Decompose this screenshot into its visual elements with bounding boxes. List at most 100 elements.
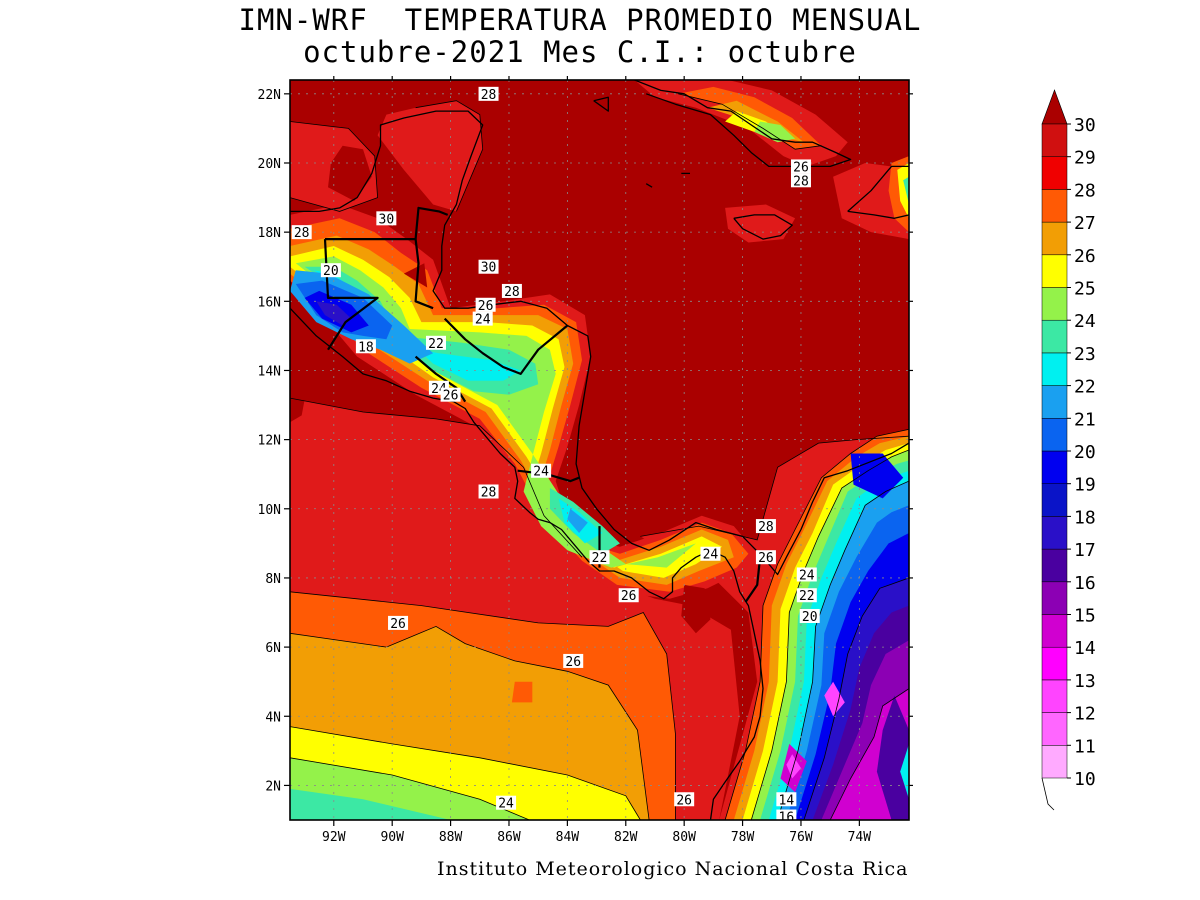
contour-label: 26 (674, 792, 695, 808)
contour-label-box (531, 463, 552, 478)
x-tick-label: 90W (380, 830, 404, 845)
temperature-region-6 (290, 788, 451, 820)
contour-label-box (796, 567, 817, 582)
legend-bottom-tick (1041, 777, 1055, 811)
contour-label-text: 26 (390, 617, 406, 632)
contour-label: 28 (478, 484, 499, 500)
lat-lon-grid (290, 80, 909, 820)
contour-label: 26 (618, 588, 639, 604)
contour-label-text: 26 (565, 655, 581, 670)
color-legend: 10 11 12 13 14 15 16 17 18 19 20 21 22 23 24 25 26 27 28 29… (1041, 89, 1096, 811)
isotherm-line-9 (803, 577, 909, 820)
contour-label-text: 26 (443, 389, 459, 404)
temperature-fill-layer (290, 80, 909, 820)
temperature-region-56 (681, 584, 711, 634)
coastline-0 (290, 110, 909, 576)
contour-label-box (776, 792, 797, 807)
contour-label-text: 26 (676, 793, 692, 808)
map-subtitle: octubre-2021 Mes C.I.: octubre (303, 35, 857, 69)
contour-label-text: 16 (779, 811, 795, 826)
contour-label: 28 (790, 173, 811, 189)
contour-label-box (755, 550, 776, 565)
legend-label: 29 (1074, 148, 1096, 169)
contour-label-text: 24 (498, 797, 514, 812)
y-tick-label: 2N (265, 779, 281, 794)
contour-label-box (291, 225, 312, 240)
legend-swatch (1041, 581, 1068, 615)
contour-label: 18 (355, 339, 376, 355)
contour-label-box (776, 809, 797, 820)
contour-label: 26 (790, 159, 811, 175)
contour-label: 24 (700, 546, 721, 563)
isotherm-line-10 (829, 688, 909, 820)
contour-label: 20 (320, 263, 341, 279)
country-border-0 (325, 238, 434, 310)
isotherm-line-2 (290, 726, 641, 820)
map-title: IMN-WRF TEMPERATURA PROMEDIO MENSUAL (238, 3, 922, 37)
axis-tick-layer: 92W 90W 88W 86W 84W 82W 80W 78W 76W 74W 2N 4N 6N 8N 10… (258, 76, 913, 845)
contour-label-box (799, 608, 820, 623)
contour-label-text: 24 (703, 548, 719, 563)
legend-label: 10 (1074, 769, 1096, 790)
contour-label: 24 (531, 463, 552, 480)
isotherm-line-5 (640, 435, 909, 541)
contour-label-text: 28 (758, 520, 774, 535)
x-tick-label: 82W (614, 830, 638, 845)
contour-label-text: 22 (428, 337, 444, 352)
legend-swatch (1041, 418, 1068, 452)
temperature-region-54 (403, 263, 428, 288)
temperature-region-46 (754, 121, 796, 143)
contour-label-box (796, 588, 817, 603)
contour-label-box (472, 311, 493, 326)
legend-label: 24 (1074, 311, 1096, 332)
y-tick-label: 10N (258, 503, 281, 518)
legend-swatch (1041, 287, 1068, 321)
contour-label: 14 (776, 792, 797, 808)
y-tick-label: 4N (265, 710, 281, 725)
contour-label-box (501, 283, 522, 298)
legend-label: 14 (1074, 638, 1096, 659)
contour-label-box (755, 519, 776, 534)
contour-label-box (425, 335, 446, 350)
legend-label: 16 (1074, 573, 1096, 594)
contour-label: 28 (478, 86, 499, 103)
map-frame (289, 79, 910, 821)
x-tick-label: 84W (556, 830, 580, 845)
contour-label-box (440, 387, 461, 402)
isotherm-line-6 (724, 428, 909, 820)
legend-label: 17 (1074, 540, 1096, 561)
contour-label: 28 (291, 225, 312, 241)
legend-label: 15 (1074, 606, 1096, 627)
isotherm-line-1 (290, 625, 650, 820)
contour-label-text: 28 (481, 88, 497, 103)
contour-label-text: 28 (504, 285, 520, 300)
y-tick-label: 18N (258, 226, 281, 241)
contour-label-box (376, 211, 397, 226)
contour-label: 26 (388, 615, 409, 632)
y-tick-label: 6N (265, 641, 281, 656)
legend-label: 27 (1074, 213, 1096, 234)
legend-label: 26 (1074, 246, 1096, 267)
contour-label: 26 (755, 550, 776, 566)
legend-swatch (1041, 614, 1068, 648)
contour-label-text: 14 (779, 793, 795, 808)
temperature-region-57 (789, 201, 801, 215)
contour-label-text: 30 (481, 261, 497, 276)
coastline-layer (290, 80, 909, 820)
coastline-8 (645, 183, 653, 188)
contour-label-text: 28 (294, 226, 310, 241)
legend-swatch (1041, 516, 1068, 550)
contour-label: 24 (472, 311, 493, 328)
contour-label-box (589, 550, 610, 565)
contour-label-box (496, 795, 517, 810)
temperature-region-58 (511, 681, 533, 703)
contour-label-text: 20 (323, 264, 339, 279)
coastline-3 (733, 214, 793, 240)
contour-label-text: 18 (358, 340, 374, 355)
coastline-4 (847, 210, 909, 219)
isotherm-line-12 (678, 93, 822, 150)
legend-swatch (1041, 156, 1068, 190)
contour-label-text: 26 (758, 551, 774, 566)
coastline-6 (599, 80, 602, 81)
